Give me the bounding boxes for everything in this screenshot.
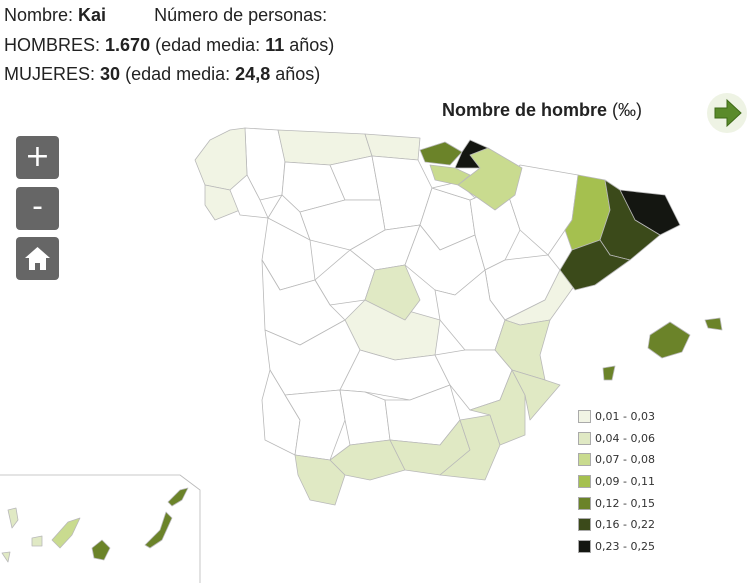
- island-la-palma[interactable]: [7, 507, 19, 529]
- province-a-coruna[interactable]: [194, 127, 248, 191]
- persons-label: Número de personas:: [154, 5, 328, 25]
- island-gran-canaria[interactable]: [91, 539, 111, 561]
- island-tenerife[interactable]: [51, 517, 81, 549]
- women-count: 30: [100, 64, 121, 84]
- island-la-gomera[interactable]: [31, 535, 43, 547]
- men-label: HOMBRES:: [4, 35, 101, 55]
- name-label: Nombre:: [4, 5, 74, 25]
- legend-swatch: [578, 540, 591, 554]
- name-line: Nombre: Kai Número de personas:: [4, 4, 327, 26]
- women-line: MUJERES: 30 (edad media: 24,8 años): [4, 63, 320, 85]
- province-vizcaya[interactable]: [419, 141, 463, 166]
- legend-swatch: [578, 453, 591, 467]
- province-ourense[interactable]: [229, 174, 269, 219]
- canary-islands: [1, 487, 189, 563]
- men-line: HOMBRES: 1.670 (edad media: 11 años): [4, 34, 334, 56]
- mainland-provinces: [244, 127, 579, 506]
- name-value: Kai: [78, 5, 107, 25]
- legend-swatch: [578, 518, 591, 532]
- legend-label: 0,23 - 0,25: [595, 540, 655, 554]
- province-tarragona[interactable]: [559, 239, 631, 291]
- zoom-out-button[interactable]: -: [16, 187, 59, 230]
- legend-swatch: [578, 410, 591, 423]
- zoom-in-button[interactable]: +: [16, 136, 59, 179]
- next-map-button[interactable]: [707, 93, 747, 133]
- plus-icon: +: [24, 139, 51, 174]
- province-la-rioja[interactable]: [431, 181, 476, 201]
- women-age-value: 24,8: [235, 64, 271, 84]
- province-cordoba[interactable]: [339, 389, 391, 446]
- men-count: 1.670: [105, 35, 151, 55]
- island-ibiza[interactable]: [602, 365, 616, 381]
- home-icon: [25, 247, 50, 270]
- legend-label: 0,09 - 0,11: [595, 475, 655, 489]
- women-age-prefix: (edad media:: [125, 64, 231, 84]
- legend-label: 0,04 - 0,06: [595, 431, 655, 445]
- legend-label: 0,01 - 0,03: [595, 410, 655, 423]
- minus-icon: -: [32, 189, 43, 224]
- province-murcia[interactable]: [469, 369, 526, 446]
- island-fuerteventura[interactable]: [144, 511, 173, 549]
- legend-label: 0,07 - 0,08: [595, 453, 655, 467]
- island-el-hierro[interactable]: [1, 551, 11, 563]
- legend-swatch: [578, 496, 591, 510]
- legend-swatch: [578, 475, 591, 489]
- legend-label: 0,16 - 0,22: [595, 518, 655, 532]
- map-title-text: Nombre de hombre: [442, 100, 608, 120]
- island-lanzarote[interactable]: [167, 487, 189, 507]
- province-madrid[interactable]: [364, 264, 421, 321]
- arrow-right-icon: [714, 98, 742, 128]
- men-age-prefix: (edad media:: [155, 35, 261, 55]
- legend-swatch: [578, 431, 591, 445]
- canary-inset-frame: [0, 474, 201, 583]
- map-title: Nombre de hombre (‰): [442, 100, 642, 121]
- province-navarra[interactable]: [457, 147, 523, 211]
- women-age-suffix: años): [275, 64, 321, 84]
- map-title-unit: (‰): [612, 100, 643, 120]
- island-menorca[interactable]: [704, 317, 723, 331]
- island-mallorca[interactable]: [647, 321, 691, 359]
- legend-label: 0,12 - 0,15: [595, 496, 655, 510]
- home-button[interactable]: [16, 237, 59, 280]
- men-age-value: 11: [265, 35, 285, 55]
- province-alicante[interactable]: [511, 369, 561, 421]
- men-age-suffix: años): [289, 35, 335, 55]
- women-label: MUJERES:: [4, 64, 96, 84]
